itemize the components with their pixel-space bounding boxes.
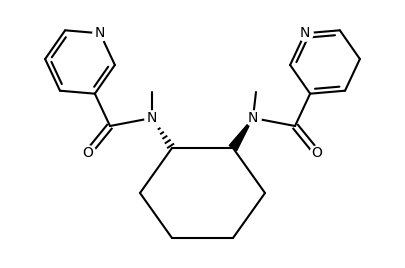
Text: O: O — [311, 146, 322, 160]
Text: O: O — [83, 146, 94, 160]
Text: N: N — [248, 111, 258, 125]
Text: N: N — [95, 26, 105, 40]
Text: N: N — [300, 26, 310, 40]
Polygon shape — [229, 118, 253, 151]
Text: N: N — [147, 111, 157, 125]
